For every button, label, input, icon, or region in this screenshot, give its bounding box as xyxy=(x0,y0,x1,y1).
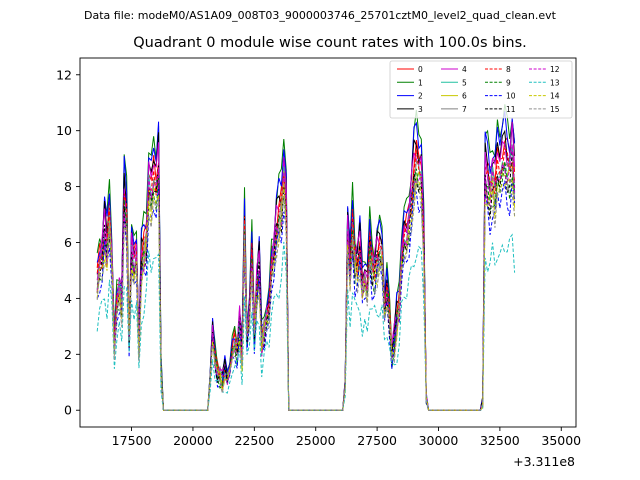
y-tick-label: 12 xyxy=(56,67,72,82)
y-tick-label: 4 xyxy=(64,291,72,306)
legend-label-6: 6 xyxy=(462,92,467,101)
legend-label-9: 9 xyxy=(506,78,511,87)
y-tick-label: 10 xyxy=(56,123,72,138)
legend-label-0: 0 xyxy=(418,65,423,74)
legend-label-2: 2 xyxy=(418,92,423,101)
legend-label-5: 5 xyxy=(462,78,467,87)
legend-label-15: 15 xyxy=(550,105,560,114)
y-tick-label: 2 xyxy=(64,347,72,362)
series-line-15 xyxy=(96,178,516,411)
chart-title: Quadrant 0 module wise count rates with … xyxy=(133,35,527,51)
legend-label-11: 11 xyxy=(506,105,516,114)
legend-label-14: 14 xyxy=(550,92,560,101)
legend-label-1: 1 xyxy=(418,78,423,87)
y-tick-label: 6 xyxy=(64,235,72,250)
x-tick-label: 25000 xyxy=(296,433,336,448)
legend-label-8: 8 xyxy=(506,65,511,74)
x-tick-label: 20000 xyxy=(173,433,213,448)
legend-box xyxy=(389,60,573,119)
x-tick-label: 22500 xyxy=(234,433,274,448)
x-axis: 17500 20000 22500 25000 27500 30000 32500 35000 xyxy=(112,427,581,448)
x-tick-label: 27500 xyxy=(357,433,397,448)
x-tick-label: 35000 xyxy=(541,433,581,448)
y-tick-label: 0 xyxy=(64,403,72,418)
legend-label-4: 4 xyxy=(462,65,467,74)
legend-label-7: 7 xyxy=(462,105,467,114)
legend-label-3: 3 xyxy=(418,105,423,114)
x-tick-label: 32500 xyxy=(480,433,520,448)
series-lines xyxy=(96,104,516,411)
legend-label-13: 13 xyxy=(550,78,560,87)
suptitle: Data file: modeM0/AS1A09_008T03_90000037… xyxy=(84,9,556,22)
legend-label-10: 10 xyxy=(506,92,516,101)
y-tick-label: 8 xyxy=(64,179,72,194)
x-offset-label: +3.311e8 xyxy=(513,454,575,469)
legend-label-12: 12 xyxy=(550,65,560,74)
x-tick-label: 30000 xyxy=(419,433,459,448)
y-axis: 0 2 4 6 8 10 12 xyxy=(56,67,80,418)
x-tick-label: 17500 xyxy=(112,433,152,448)
